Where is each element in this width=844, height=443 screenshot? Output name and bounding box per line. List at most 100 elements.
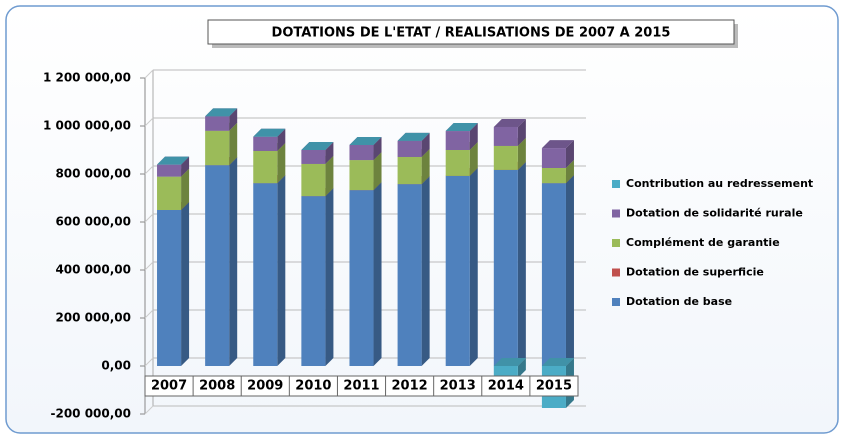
- bar: [493, 126, 518, 146]
- bar-top: [541, 140, 574, 149]
- legend-label: Contribution au redressement: [626, 177, 813, 190]
- bar-side: [517, 161, 526, 366]
- legend-label: Complément de garantie: [626, 236, 780, 249]
- grid-floor: [144, 213, 154, 223]
- bar: [349, 160, 374, 191]
- legend-label: Dotation de superficie: [626, 266, 764, 279]
- y-tick-label: 0,00: [101, 359, 131, 373]
- bar-side: [421, 176, 430, 366]
- y-tick-label: 200 000,00: [55, 311, 131, 325]
- bar-side: [277, 142, 286, 184]
- bar-side: [325, 188, 334, 366]
- x-label-box: [144, 375, 579, 397]
- bar: [445, 150, 470, 176]
- bar: [397, 156, 422, 185]
- bar: [157, 176, 182, 210]
- bar: [301, 196, 326, 366]
- title-box: [207, 19, 735, 45]
- bar: [541, 168, 566, 184]
- bar: [157, 164, 182, 177]
- bar-side: [325, 155, 334, 197]
- bar-top: [301, 142, 334, 150]
- y-tick-label: 600 000,00: [55, 215, 131, 229]
- bar: [253, 136, 278, 151]
- legend-swatch: [612, 209, 620, 218]
- legend-swatch: [612, 268, 620, 277]
- grid-floor: [144, 309, 154, 319]
- bar-top: [349, 136, 382, 145]
- bar-side: [469, 123, 478, 150]
- bar: [253, 150, 278, 184]
- bar-side: [373, 136, 382, 161]
- bar-side: [373, 182, 382, 366]
- bar-top: [445, 123, 478, 132]
- bar-side: [517, 358, 526, 378]
- bar-side: [181, 168, 190, 210]
- bar: [301, 150, 326, 164]
- y-tick-label: 400 000,00: [55, 263, 131, 277]
- legend-label: Dotation de base: [626, 295, 732, 308]
- bar-side: [565, 175, 574, 366]
- x-tick-label: 2012: [392, 379, 428, 394]
- bar: [205, 116, 230, 131]
- bar: [349, 190, 374, 366]
- y-tick-label: 800 000,00: [55, 167, 131, 181]
- bar: [541, 148, 566, 168]
- bar-side: [469, 167, 478, 366]
- bar: [397, 184, 422, 366]
- x-tick-label: 2014: [488, 379, 524, 394]
- bar-side: [277, 175, 286, 366]
- grid-floor: [144, 165, 154, 175]
- bar: [205, 165, 230, 366]
- bar-side: [181, 202, 190, 366]
- legend-label: Dotation de solidarité rurale: [626, 207, 803, 220]
- bar: [349, 144, 374, 161]
- grid-floor: [144, 357, 154, 367]
- bar: [301, 163, 326, 197]
- y-tick-label: -200 000,00: [50, 407, 131, 421]
- bar-top: [397, 132, 430, 141]
- grid-floor: [144, 405, 154, 415]
- x-tick-label: 2007: [151, 379, 187, 394]
- bar: [493, 145, 518, 170]
- bar-side: [421, 148, 430, 185]
- legend-swatch: [612, 239, 620, 247]
- bar-side: [325, 142, 334, 164]
- bar-side: [277, 128, 286, 151]
- bar-side: [469, 142, 478, 176]
- bar-side: [565, 140, 574, 168]
- legend-swatch: [612, 180, 620, 188]
- bar-top: [493, 118, 526, 127]
- bar-side: [517, 137, 526, 170]
- grid-floor: [144, 261, 154, 271]
- y-tick-label: 1 200 000,00: [43, 71, 131, 85]
- bar-side: [373, 152, 382, 191]
- bar: [493, 366, 518, 378]
- bar-top: [205, 108, 238, 117]
- x-tick-label: 2013: [440, 379, 476, 394]
- legend-swatch: [612, 298, 620, 306]
- bar-side: [229, 157, 238, 366]
- bar: [205, 130, 230, 166]
- bar-side: [229, 108, 238, 131]
- bar: [157, 210, 182, 366]
- bar-side: [565, 160, 574, 184]
- grid-floor: [144, 69, 154, 79]
- bar: [253, 183, 278, 366]
- bar-top: [493, 358, 526, 366]
- bar: [493, 169, 518, 366]
- x-tick-label: 2010: [295, 379, 331, 394]
- bar-side: [421, 132, 430, 157]
- chart-title: DOTATIONS DE L'ETAT / REALISATIONS DE 20…: [272, 26, 671, 41]
- x-tick-label: 2008: [199, 379, 235, 394]
- bar: [541, 183, 566, 366]
- bar-top: [253, 128, 286, 137]
- bar: [445, 175, 470, 366]
- x-tick-label: 2009: [247, 379, 283, 394]
- bar-side: [229, 122, 238, 166]
- bar-top: [541, 358, 574, 366]
- bar-side: [517, 118, 526, 146]
- bar: [397, 140, 422, 157]
